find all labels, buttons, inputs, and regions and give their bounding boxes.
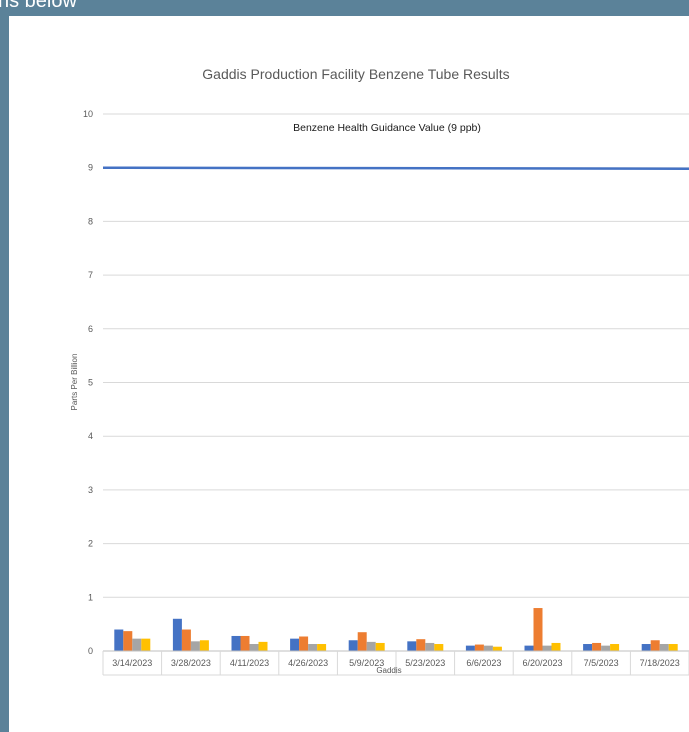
bar: [348, 640, 358, 651]
bar: [366, 641, 376, 651]
x-tick-label: 4/26/2023: [288, 658, 328, 668]
bar: [524, 645, 534, 651]
bar: [258, 641, 268, 651]
bar: [375, 642, 385, 651]
x-tick-label: 7/18/2023: [640, 658, 680, 668]
bar: [659, 644, 669, 651]
reference-line: [102, 166, 689, 170]
y-axis-label: Parts Per Billion: [70, 354, 79, 411]
x-tick-label: 5/23/2023: [405, 658, 445, 668]
bar: [290, 638, 300, 651]
bar: [425, 642, 435, 651]
x-tick-label: 6/20/2023: [522, 658, 562, 668]
bar: [123, 631, 133, 651]
y-tick-label: 7: [88, 270, 93, 280]
benzene-bar-chart: Gaddis Production Facility Benzene Tube …: [70, 66, 689, 676]
x-tick-label: 3/28/2023: [171, 658, 211, 668]
bar: [668, 644, 678, 651]
bar: [583, 644, 593, 651]
x-tick-label: 4/11/2023: [230, 658, 269, 668]
bar: [533, 608, 543, 651]
bar: [641, 644, 651, 651]
x-tick-label: 6/6/2023: [466, 658, 501, 668]
bar: [474, 644, 484, 651]
bar: [249, 644, 259, 651]
chart-panel: Gaddis Production Facility Benzene Tube …: [9, 16, 689, 732]
y-tick-label: 6: [88, 324, 93, 334]
x-tick-label: 5/9/2023: [349, 658, 384, 668]
bar: [132, 638, 142, 651]
bar: [181, 629, 191, 651]
reference-line-label: Benzene Health Guidance Value (9 ppb): [293, 122, 481, 134]
bar: [650, 640, 660, 651]
bar: [299, 636, 309, 651]
bar: [317, 644, 327, 651]
y-tick-label: 5: [88, 378, 93, 388]
bar: [492, 646, 502, 651]
bar: [172, 618, 182, 651]
x-axis-label: Gaddis: [376, 666, 401, 675]
y-tick-label: 9: [88, 163, 93, 173]
y-tick-label: 2: [88, 539, 93, 549]
y-tick-label: 8: [88, 216, 93, 226]
x-tick-label: 3/14/2023: [112, 658, 152, 668]
bar: [592, 642, 602, 651]
y-tick-label: 10: [83, 109, 93, 119]
bar: [434, 644, 444, 651]
bar: [483, 645, 493, 651]
chart-title: Gaddis Production Facility Benzene Tube …: [202, 66, 509, 82]
bar: [308, 644, 318, 651]
bar: [114, 629, 124, 651]
y-tick-label: 3: [88, 485, 93, 495]
x-tick-label: 7/5/2023: [584, 658, 619, 668]
bar: [240, 635, 250, 651]
bar: [465, 645, 475, 651]
y-tick-label: 0: [88, 646, 93, 656]
bar: [610, 644, 620, 651]
bar: [141, 638, 151, 651]
bar: [357, 632, 367, 651]
bar: [199, 640, 209, 651]
bar: [231, 635, 241, 651]
y-tick-label: 4: [88, 431, 93, 441]
bar: [407, 641, 417, 651]
bar: [190, 641, 200, 651]
bar: [416, 639, 426, 651]
top-caption: ns below: [0, 0, 77, 12]
bar: [551, 642, 561, 651]
y-tick-label: 1: [88, 592, 93, 602]
bar: [542, 645, 552, 651]
bar: [601, 645, 611, 651]
